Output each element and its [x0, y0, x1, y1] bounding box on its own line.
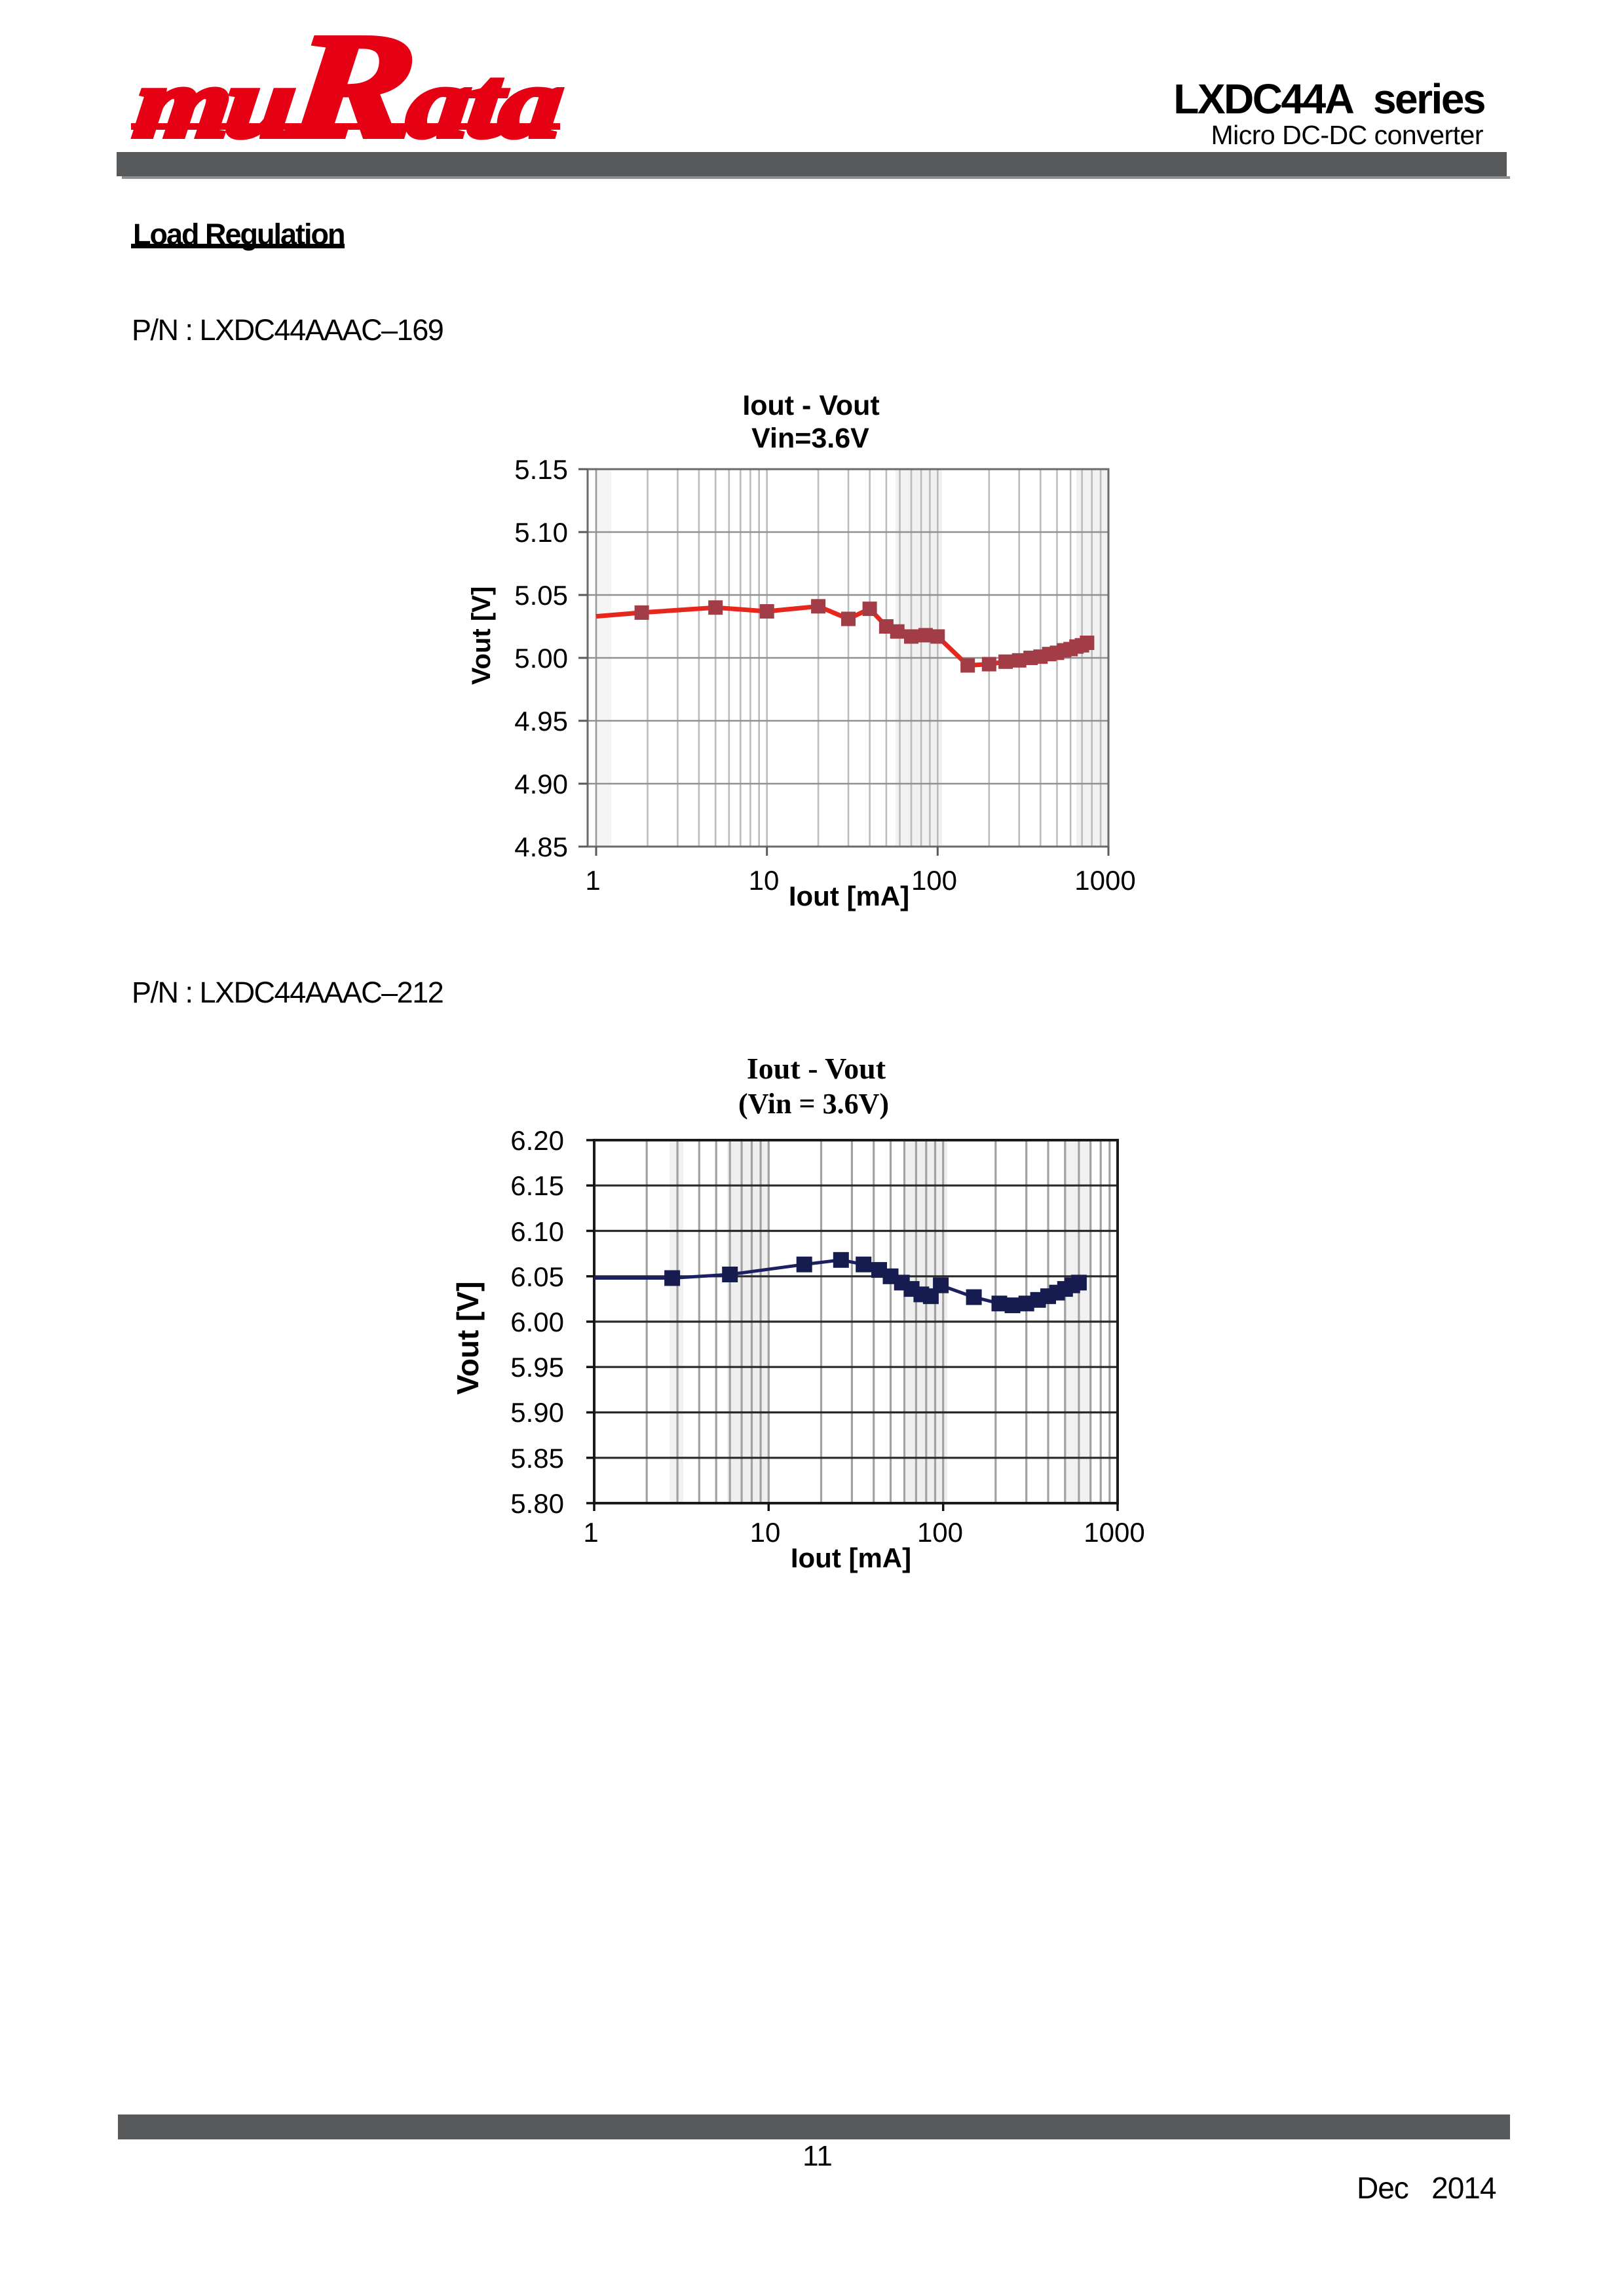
svg-text:Iout [mA]: Iout [mA] — [791, 1542, 911, 1573]
svg-text:4.95: 4.95 — [514, 706, 568, 737]
svg-text:5.95: 5.95 — [510, 1352, 564, 1383]
svg-text:5.10: 5.10 — [514, 517, 568, 548]
svg-text:6.00: 6.00 — [510, 1307, 564, 1337]
svg-text:1000: 1000 — [1084, 1517, 1144, 1548]
svg-text:6.15: 6.15 — [510, 1170, 564, 1201]
svg-text:5.90: 5.90 — [510, 1397, 564, 1428]
svg-text:6.10: 6.10 — [510, 1216, 564, 1247]
svg-text:1: 1 — [585, 865, 600, 896]
svg-text:5.15: 5.15 — [514, 454, 568, 485]
svg-text:Iout - Vout: Iout - Vout — [747, 1052, 886, 1085]
svg-text:Vout [V]: Vout [V] — [467, 586, 496, 685]
svg-text:4.90: 4.90 — [514, 769, 568, 799]
svg-text:100: 100 — [911, 865, 957, 896]
svg-text:6.05: 6.05 — [510, 1261, 564, 1292]
svg-text:(Vin = 3.6V): (Vin = 3.6V) — [738, 1088, 889, 1120]
svg-text:Iout - Vout: Iout - Vout — [742, 390, 879, 421]
svg-text:5.80: 5.80 — [510, 1488, 564, 1519]
svg-text:10: 10 — [750, 1517, 781, 1548]
svg-text:Vout [V]: Vout [V] — [451, 1282, 485, 1395]
svg-text:6.20: 6.20 — [510, 1125, 564, 1156]
svg-text:5.85: 5.85 — [510, 1443, 564, 1474]
svg-text:5.00: 5.00 — [514, 643, 568, 674]
svg-text:Iout [mA]: Iout [mA] — [789, 881, 909, 911]
svg-text:100: 100 — [917, 1517, 963, 1548]
svg-text:5.05: 5.05 — [514, 580, 568, 611]
svg-text:1000: 1000 — [1074, 865, 1135, 896]
svg-text:10: 10 — [749, 865, 780, 896]
svg-text:Vin=3.6V: Vin=3.6V — [751, 423, 869, 454]
svg-text:1: 1 — [583, 1517, 598, 1548]
svg-text:4.85: 4.85 — [514, 832, 568, 862]
